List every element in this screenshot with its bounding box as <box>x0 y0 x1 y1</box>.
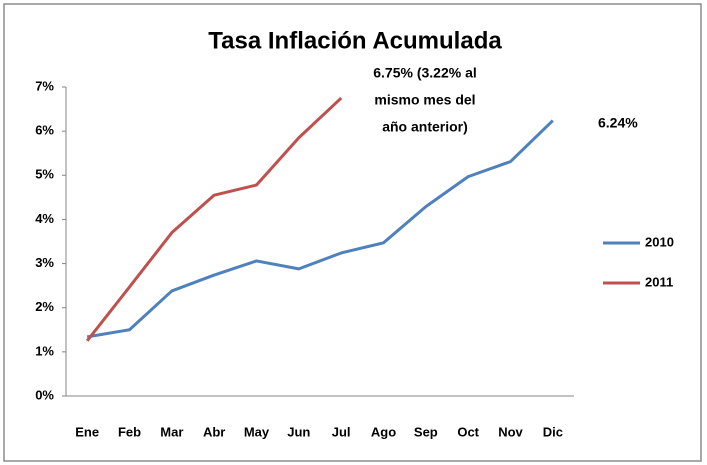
x-tick-label: Nov <box>498 424 523 439</box>
x-tick-label: Abr <box>203 424 225 439</box>
x-tick-label: Jul <box>332 424 351 439</box>
series-line <box>86 119 554 339</box>
x-tick-label: Oct <box>457 424 479 439</box>
y-tick-label: 2% <box>35 299 54 314</box>
legend-label: 2011 <box>645 274 673 289</box>
legend-label: 2010 <box>645 234 674 249</box>
y-tick-label: 0% <box>35 387 54 402</box>
y-tick-label: 6% <box>35 123 54 138</box>
x-tick-label: Sep <box>414 424 438 439</box>
x-tick-label: May <box>244 424 270 439</box>
chart-border <box>3 3 702 462</box>
x-tick-label: Feb <box>118 424 141 439</box>
x-tick-label: Jun <box>287 424 310 439</box>
x-tick-label: Mar <box>160 424 183 439</box>
x-tick-label: Dic <box>543 424 563 439</box>
y-tick-label: 5% <box>35 167 54 182</box>
x-tick-label: Ago <box>371 424 396 439</box>
annotation: año anterior) <box>382 119 468 135</box>
annotation: mismo mes del <box>374 92 475 108</box>
y-tick-label: 7% <box>35 78 54 93</box>
annotation: 6.75% (3.22% al <box>373 65 477 81</box>
x-tick-label: Ene <box>75 424 99 439</box>
chart-title: Tasa Inflación Acumulada <box>208 27 502 54</box>
y-tick-label: 1% <box>35 343 54 358</box>
y-tick-label: 3% <box>35 255 54 270</box>
series-line <box>85 96 343 342</box>
annotation: 6.24% <box>598 115 638 131</box>
y-tick-label: 4% <box>35 211 54 226</box>
